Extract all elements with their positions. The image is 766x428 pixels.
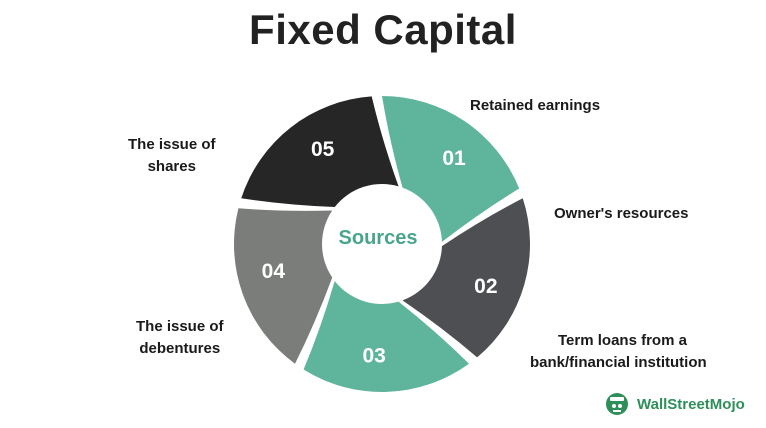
- label-debentures-line-2: debentures: [139, 340, 221, 357]
- label-owners-resources: Owner's resources: [554, 205, 689, 222]
- cycle-segment-04: [233, 208, 333, 364]
- segment-number-04: 04: [262, 260, 286, 283]
- label-shares-line-1: The issue of: [128, 136, 216, 153]
- label-debentures-line-1: The issue of: [136, 318, 224, 335]
- segment-number-02: 02: [474, 275, 497, 298]
- brand-logo: WallStreetMojo: [603, 391, 745, 417]
- label-term-loans-line-2: bank/financial institution: [530, 354, 707, 371]
- cycle-segment-03: [303, 280, 469, 392]
- label-retained-earnings: Retained earnings: [470, 97, 601, 114]
- cycle-segment-05: [241, 96, 399, 208]
- wallstreetmojo-logo-icon: [606, 393, 628, 415]
- label-shares-line-2: shares: [147, 158, 196, 175]
- cycle-segment-01: [382, 96, 520, 242]
- label-shares: The issue of shares: [128, 134, 216, 178]
- label-debentures: The issue of debentures: [136, 316, 224, 360]
- label-term-loans-line-1: Term loans from a: [558, 332, 687, 349]
- label-term-loans: Term loans from a bank/financial institu…: [530, 330, 707, 374]
- segment-number-03: 03: [363, 345, 386, 368]
- page-title: Fixed Capital: [249, 6, 517, 53]
- cycle-segment-02: [402, 198, 530, 358]
- segment-number-05: 05: [311, 138, 335, 161]
- brand-name: WallStreetMojo: [637, 395, 745, 413]
- center-label: Sources: [339, 227, 418, 249]
- segment-number-01: 01: [442, 147, 466, 170]
